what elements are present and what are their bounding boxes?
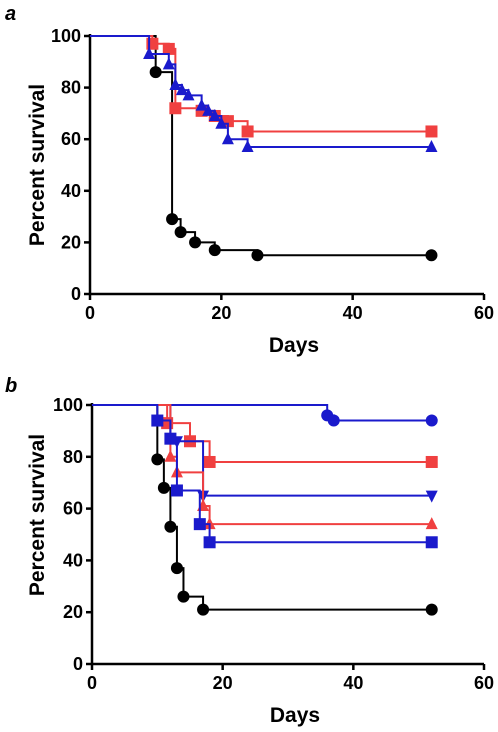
x-tick-label: 60	[474, 303, 494, 323]
series-1	[92, 404, 438, 616]
data-point	[425, 517, 438, 530]
x-tick-label: 60	[474, 673, 494, 693]
data-point	[174, 226, 187, 239]
data-point	[215, 116, 228, 129]
series-line	[92, 404, 432, 497]
series-5	[92, 404, 438, 530]
data-point	[425, 139, 438, 152]
data-point	[149, 66, 162, 79]
y-tick-label: 20	[61, 232, 81, 252]
data-point	[327, 414, 340, 427]
data-point	[151, 453, 164, 466]
data-point	[197, 603, 210, 616]
data-point	[203, 536, 216, 549]
data-point	[241, 125, 254, 138]
data-point	[425, 414, 438, 427]
y-tick-label: 0	[71, 284, 81, 304]
x-axis-title: Days	[269, 334, 319, 357]
data-point	[425, 125, 438, 138]
data-point	[425, 249, 438, 262]
series-6	[92, 404, 438, 549]
series-line	[92, 404, 432, 611]
data-point	[182, 88, 195, 101]
x-tick-label: 0	[85, 303, 95, 323]
data-point	[164, 449, 177, 462]
y-tick-label: 0	[73, 654, 83, 674]
series-2	[90, 35, 438, 138]
data-point	[177, 590, 190, 603]
data-point	[208, 244, 221, 257]
x-axis-title: Days	[270, 704, 320, 727]
data-point	[425, 455, 438, 468]
data-point	[425, 490, 438, 503]
panel-a: a 0 20 40 60 0 20 40 60 80 100 Days Percent survival	[5, 3, 494, 357]
x-tick-label: 40	[343, 303, 363, 323]
data-point	[143, 47, 156, 60]
y-tick-label: 20	[63, 602, 83, 622]
data-point	[202, 103, 215, 116]
series-line	[90, 35, 432, 148]
data-point	[162, 42, 175, 55]
data-point	[169, 102, 182, 115]
data-point	[189, 236, 202, 249]
series-3	[92, 404, 438, 468]
panel-label: a	[5, 3, 16, 25]
data-point	[208, 108, 221, 121]
x-tick-label: 20	[213, 673, 233, 693]
data-point	[169, 78, 182, 91]
y-axis-title: Percent survival	[26, 84, 49, 246]
series-line	[90, 35, 432, 133]
y-tick-label: 40	[61, 181, 81, 201]
data-point	[151, 414, 164, 427]
series-line	[92, 404, 432, 463]
y-tick-label: 80	[63, 447, 83, 467]
series-line	[92, 404, 432, 422]
series-line	[90, 35, 432, 257]
data-point	[166, 213, 179, 226]
x-tick-label: 0	[87, 673, 97, 693]
y-axis-title: Percent survival	[26, 434, 49, 596]
data-point	[170, 484, 183, 497]
data-point	[221, 132, 234, 145]
series-line	[92, 404, 432, 526]
data-point	[175, 83, 188, 96]
data-point	[425, 536, 438, 549]
data-point	[157, 481, 170, 494]
x-tick-label: 20	[211, 303, 231, 323]
data-point	[164, 520, 177, 533]
y-tick-label: 60	[61, 129, 81, 149]
data-point	[162, 57, 175, 70]
series-1	[90, 35, 438, 262]
y-tick-label: 100	[53, 395, 83, 415]
data-point	[164, 432, 177, 445]
panel-label: b	[5, 375, 17, 397]
series-line	[92, 404, 432, 544]
data-point	[251, 249, 264, 262]
data-point	[170, 562, 183, 575]
x-tick-label: 40	[343, 673, 363, 693]
series-3	[90, 35, 438, 152]
data-point	[195, 98, 208, 111]
data-point	[425, 603, 438, 616]
data-point	[193, 518, 206, 531]
data-point	[241, 139, 254, 152]
y-tick-label: 60	[63, 499, 83, 519]
y-tick-label: 40	[63, 550, 83, 570]
data-point	[203, 455, 216, 468]
series-2	[92, 404, 438, 427]
panel-b: b 0 20 40 60 0 20 40 60 80 100 Days Percent survival	[5, 375, 494, 727]
y-tick-label: 100	[51, 26, 81, 46]
y-tick-label: 80	[61, 78, 81, 98]
